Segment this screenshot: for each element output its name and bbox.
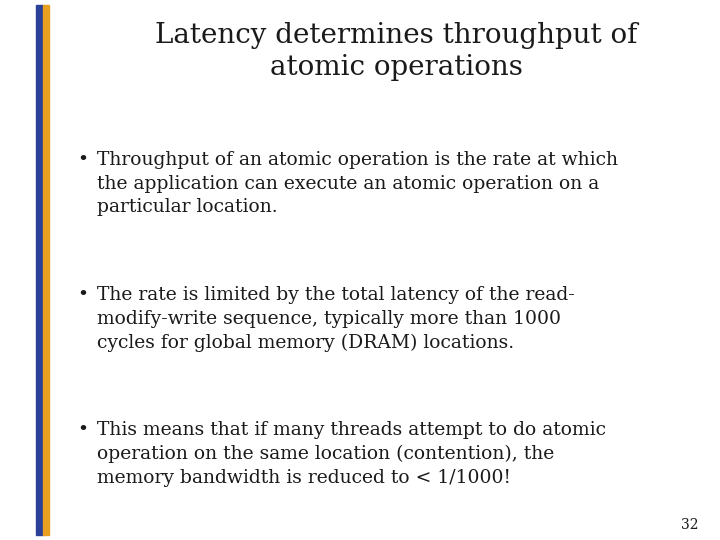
Text: •: • (77, 151, 89, 169)
Text: •: • (77, 286, 89, 304)
Text: The rate is limited by the total latency of the read-
modify-write sequence, typ: The rate is limited by the total latency… (97, 286, 575, 352)
Text: •: • (77, 421, 89, 439)
Text: Latency determines throughput of
atomic operations: Latency determines throughput of atomic … (155, 22, 637, 81)
Text: 32: 32 (681, 518, 698, 532)
Text: This means that if many threads attempt to do atomic
operation on the same locat: This means that if many threads attempt … (97, 421, 606, 487)
Text: Throughput of an atomic operation is the rate at which
the application can execu: Throughput of an atomic operation is the… (97, 151, 618, 217)
